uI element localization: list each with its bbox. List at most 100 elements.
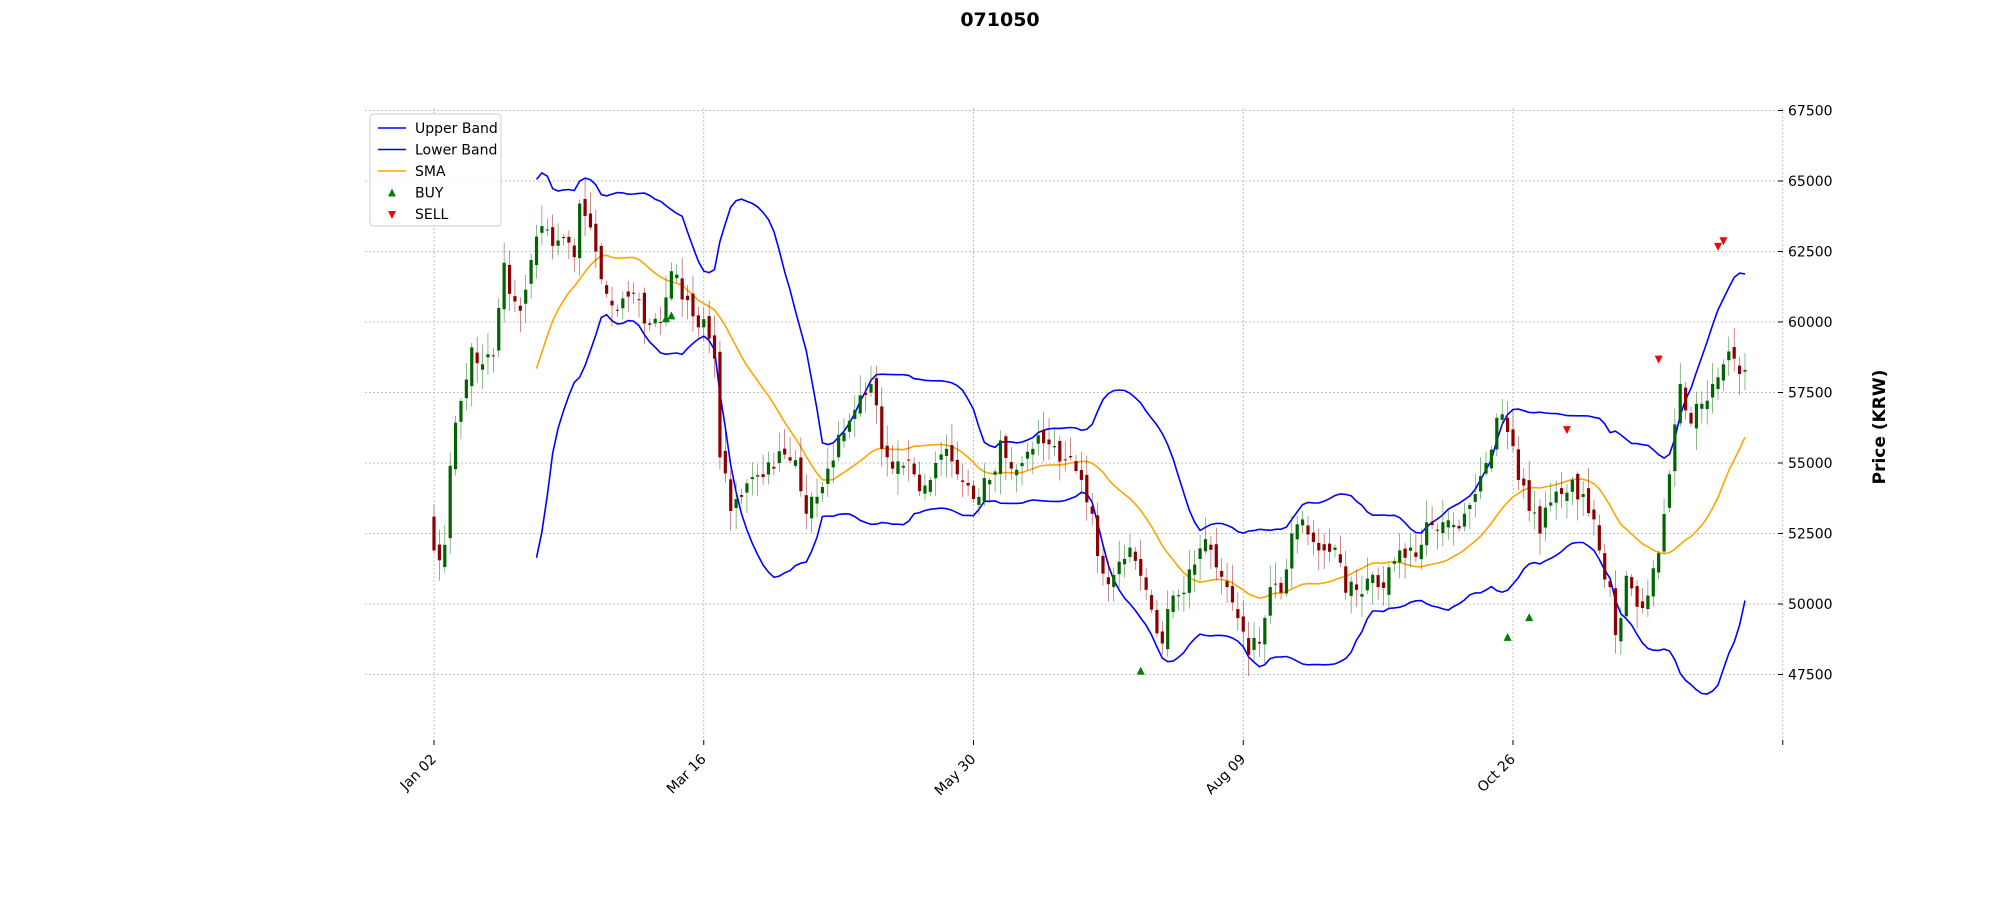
candle-body [1570, 479, 1574, 492]
candle [988, 477, 992, 504]
candle [642, 287, 647, 344]
candle [567, 230, 571, 260]
candle-body [534, 236, 539, 266]
candle [1122, 544, 1127, 578]
candle [551, 214, 555, 260]
candle-body [1247, 638, 1251, 655]
candle [734, 482, 738, 530]
candle-body [1149, 595, 1154, 610]
candle-body [1479, 476, 1483, 492]
candle [648, 318, 652, 332]
candle-body [1031, 448, 1035, 455]
candle-body [799, 457, 803, 492]
candle [1684, 382, 1688, 420]
candle [605, 280, 609, 298]
candle-body [896, 461, 900, 474]
buy-marker [1503, 632, 1512, 641]
candle [1489, 445, 1494, 472]
candle [1349, 576, 1353, 614]
candle [1311, 520, 1315, 555]
x-tick-label: May 30 [932, 752, 980, 800]
candle [1274, 562, 1278, 599]
candle [1586, 467, 1591, 517]
candle-body [966, 482, 970, 486]
candle [637, 292, 641, 318]
candle-body [988, 479, 992, 485]
candle [1263, 615, 1267, 664]
candle [1522, 468, 1526, 499]
candle [1711, 363, 1715, 414]
candle [1500, 399, 1504, 427]
candle [459, 397, 463, 440]
candle-body [982, 478, 986, 502]
candle-body [1241, 616, 1245, 632]
legend-swatch [388, 211, 396, 219]
x-tick-label: Jan 02 [397, 752, 440, 795]
candle-body [869, 384, 873, 393]
candle [896, 440, 900, 496]
candle-body [653, 318, 657, 324]
candle [470, 342, 474, 407]
candle [837, 420, 841, 462]
candle-body [934, 463, 938, 479]
candle-body [1543, 507, 1547, 528]
candle-body [443, 544, 447, 568]
candle [1737, 356, 1742, 396]
candle [1203, 517, 1208, 555]
candle-body [1300, 519, 1305, 526]
candle-body [497, 307, 501, 351]
candle-body [1198, 548, 1202, 560]
candle [432, 504, 436, 553]
candle [1608, 578, 1612, 598]
candle [1058, 435, 1062, 481]
candle-body [842, 432, 846, 442]
candle-body [626, 291, 630, 297]
candle-body [831, 460, 835, 468]
candle [513, 279, 517, 313]
candle [1554, 480, 1558, 521]
candle-body [1613, 588, 1618, 636]
candle [1139, 539, 1143, 591]
candle-body [1214, 544, 1218, 568]
y-tick-label: 57500 [1788, 386, 1833, 402]
candle-body [432, 516, 436, 551]
candle-body [1042, 430, 1046, 444]
candle-body [632, 292, 636, 294]
candle [1430, 506, 1434, 530]
candle [1425, 500, 1429, 557]
candle [1144, 568, 1148, 600]
candle [1166, 590, 1170, 657]
candle [939, 442, 943, 476]
candle-body [885, 445, 889, 458]
sma-line [535, 254, 1746, 599]
candle-body [1203, 539, 1208, 552]
candle-body [524, 289, 528, 304]
candle-body [1095, 515, 1100, 557]
candle [1042, 411, 1046, 462]
candle [901, 462, 905, 476]
legend-label: BUY [415, 186, 444, 202]
candle [1300, 510, 1305, 534]
candle [615, 304, 620, 317]
candle [1511, 410, 1515, 453]
candle-body [955, 459, 959, 475]
candle [1495, 413, 1499, 457]
candle-body [1640, 601, 1645, 609]
candle [524, 274, 528, 324]
candle-body [1457, 525, 1461, 529]
candle-body [1139, 559, 1143, 576]
candle [1603, 543, 1607, 589]
candle-body [1122, 558, 1127, 565]
candle [799, 437, 803, 497]
candle-body [1047, 439, 1051, 445]
candle-body [1603, 553, 1607, 580]
candle [1333, 544, 1337, 558]
candle [540, 205, 544, 245]
legend-swatch [388, 188, 396, 197]
candle [1640, 588, 1645, 614]
candle-body [761, 474, 765, 478]
candle [1743, 353, 1747, 391]
candle-body [1317, 542, 1321, 551]
candle-body [556, 240, 560, 246]
